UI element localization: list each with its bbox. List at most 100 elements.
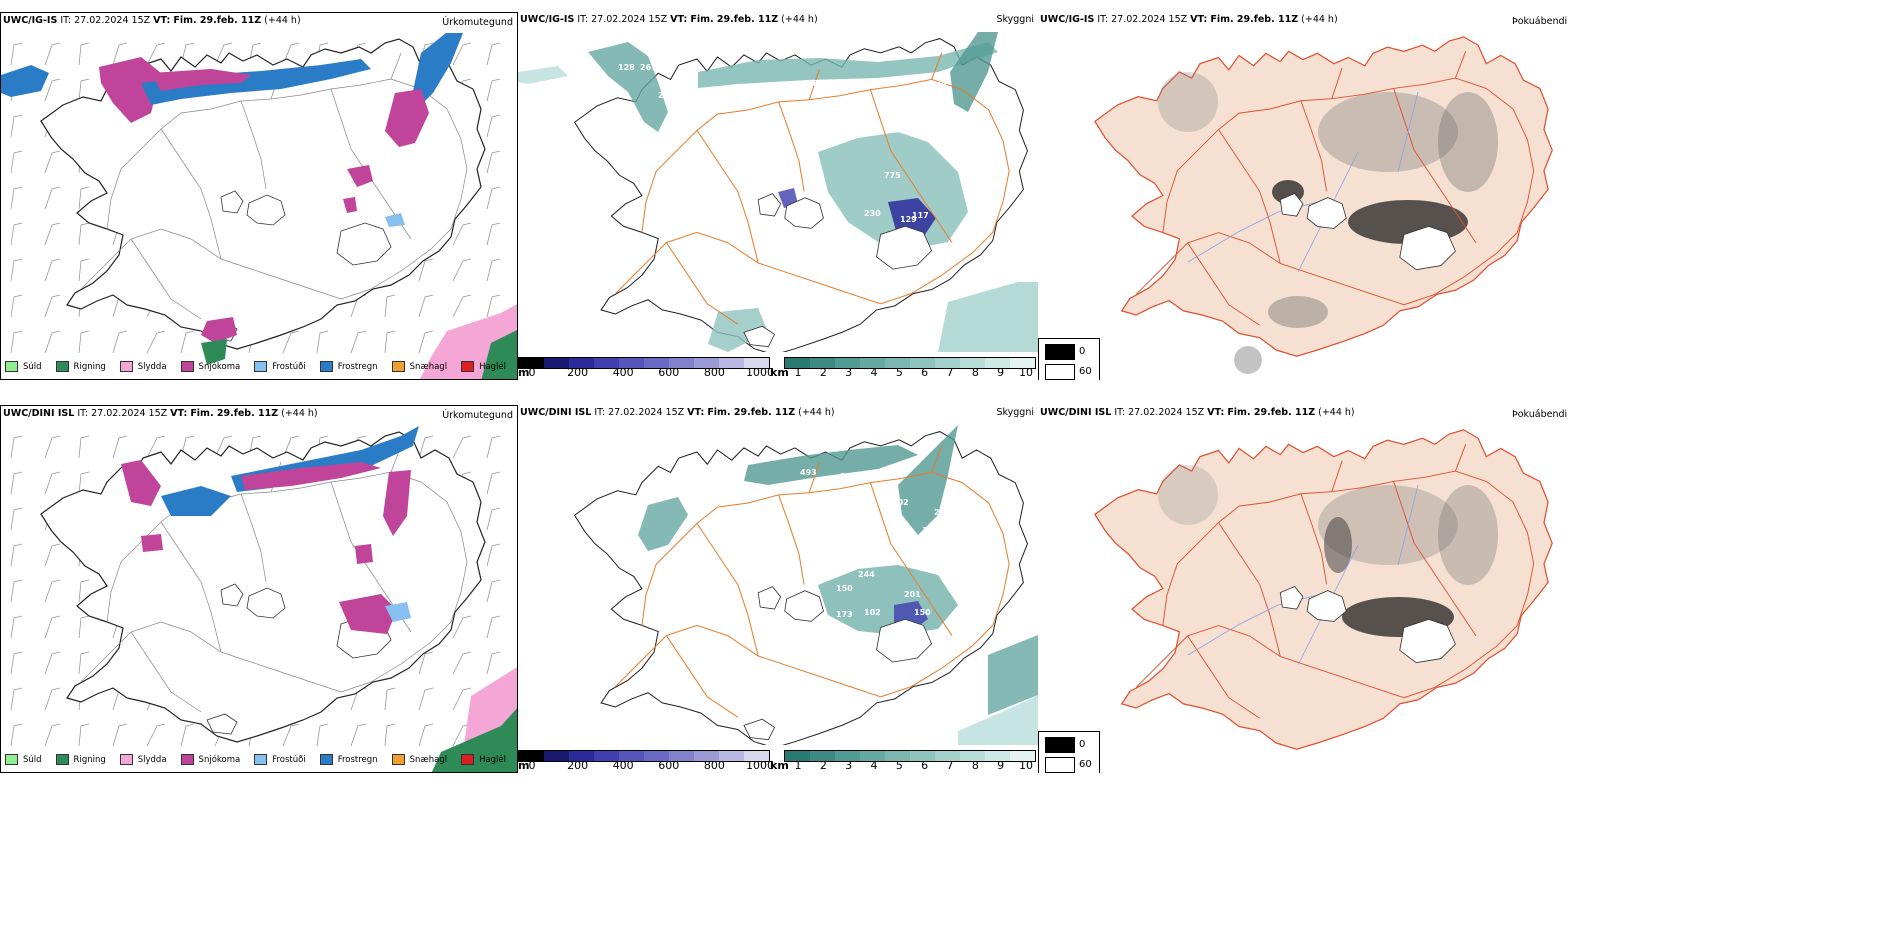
- vt-label: VT:: [170, 408, 188, 419]
- wind-barb: [78, 723, 90, 747]
- colorbar-segment: [544, 751, 569, 761]
- legend-swatch: [461, 361, 475, 372]
- precip-map: [1, 33, 517, 379]
- wind-barb: [418, 651, 434, 675]
- legend-swatch: [5, 361, 18, 372]
- vt-value: Fim. 29.feb. 11Z: [190, 408, 279, 419]
- wind-barb: [418, 723, 434, 747]
- colorbar-tick: 2: [819, 759, 827, 772]
- fog-legend: 0 60: [1038, 731, 1100, 773]
- colorbar-segment: [785, 751, 810, 761]
- colorbar-tick: 600: [658, 366, 680, 379]
- vis-label: 230: [864, 209, 881, 218]
- colorbar-tick: 3: [845, 759, 853, 772]
- it-label: IT:: [77, 408, 89, 419]
- vis-label: 102: [864, 608, 881, 617]
- colorbar-tick: 9: [997, 759, 1005, 772]
- vis-label: 173: [836, 610, 853, 619]
- colorbar-segment: [569, 751, 594, 761]
- precip-legend: Súld Rigning Slydda Snjókoma Frostúði Fr…: [5, 754, 506, 765]
- wind-barb: [418, 435, 434, 459]
- colorbar-segment: [744, 751, 769, 761]
- wind-barb: [486, 78, 501, 102]
- wind-barb: [44, 150, 61, 174]
- colorbar-tick: 1: [794, 759, 802, 772]
- colorbar-segment: [935, 751, 960, 761]
- wind-barb: [146, 330, 166, 354]
- wind-barb: [214, 435, 233, 459]
- wind-barb: [44, 330, 61, 354]
- colorbar-segment: [694, 358, 719, 368]
- fog-legend-label: 0: [1079, 739, 1086, 750]
- vt-value: Fim. 29.feb. 11Z: [690, 14, 779, 25]
- wind-barb: [146, 723, 166, 747]
- visibility-areas: [638, 425, 1038, 745]
- colorbar-segment: [669, 751, 694, 761]
- wind-barb: [78, 78, 90, 102]
- wind-barb: [10, 435, 23, 459]
- wind-barb: [146, 435, 166, 459]
- wind-barb: [10, 42, 23, 66]
- lead-time: (+44 h): [1301, 14, 1338, 25]
- vis-label: 12: [934, 117, 945, 126]
- wind-barb: [146, 42, 166, 66]
- colorbar-segment: [594, 358, 619, 368]
- wind-barb: [418, 687, 434, 711]
- fog-map: [1094, 36, 1553, 374]
- fog-legend-label: 60: [1079, 759, 1092, 770]
- fog-swatch: [1045, 344, 1075, 360]
- colorbar-tick: 6: [921, 759, 929, 772]
- vis-label: 128: [618, 63, 635, 72]
- model-name: UWC/IG-IS: [1040, 14, 1095, 25]
- wind-barb: [112, 330, 128, 354]
- legend-item: Haglél: [461, 754, 506, 765]
- colorbar-tick: 2: [819, 366, 827, 379]
- vis-label: 138: [922, 526, 939, 535]
- legend-item: Frostúði: [254, 754, 306, 765]
- wind-barb: [10, 687, 23, 711]
- panel-title: UWC/IG-IS IT: 27.02.2024 15Z VT: Fim. 29…: [1040, 14, 1338, 25]
- wind-barb: [486, 615, 501, 639]
- colorbar-tick: 200: [567, 759, 589, 772]
- vt-label: VT:: [153, 15, 171, 26]
- colorbar-tick: 8: [971, 759, 979, 772]
- wind-barb: [44, 471, 61, 495]
- wind-barb: [452, 435, 472, 459]
- legend-label: Rigning: [73, 754, 106, 765]
- legend-swatch: [319, 754, 333, 765]
- colorbar-segment: [1010, 358, 1035, 368]
- vis-label: 129: [900, 215, 917, 224]
- height-ticks: 0 200 400 600 800 1000: [518, 759, 775, 773]
- wind-barb: [180, 330, 195, 354]
- wind-barb: [78, 186, 90, 210]
- wind-barb: [78, 471, 90, 495]
- colorbar-segment: [835, 358, 860, 368]
- wind-barb: [10, 258, 23, 282]
- colorbar-segment: [644, 751, 669, 761]
- wind-barb: [486, 294, 501, 318]
- wind-barb: [78, 222, 90, 246]
- panel-name: Skyggni: [996, 14, 1034, 25]
- wind-barb: [282, 435, 300, 459]
- colorbar-tick: 400: [612, 366, 634, 379]
- colorbar-segment: [885, 358, 910, 368]
- legend-item: Rigning: [55, 361, 106, 372]
- wind-barb: [452, 615, 472, 639]
- wind-barb: [486, 42, 501, 66]
- wind-barb: [10, 615, 23, 639]
- height-unit: m: [518, 366, 530, 379]
- wind-barb: [486, 471, 501, 495]
- lead-time: (+44 h): [798, 407, 835, 418]
- legend-swatch: [254, 754, 268, 765]
- wind-barb: [282, 723, 300, 747]
- model-name: UWC/DINI ISL: [3, 408, 75, 419]
- wind-barb: [10, 330, 23, 354]
- legend-label: Snjókoma: [198, 361, 241, 372]
- wind-barb: [486, 114, 501, 138]
- legend-label: Snjókoma: [198, 754, 241, 765]
- colorbar-tick: 5: [895, 366, 903, 379]
- height-unit: m: [518, 759, 530, 772]
- wind-barb: [486, 651, 501, 675]
- it-value: 27.02.2024 15Z: [591, 14, 668, 25]
- model-name: UWC/IG-IS: [3, 15, 58, 26]
